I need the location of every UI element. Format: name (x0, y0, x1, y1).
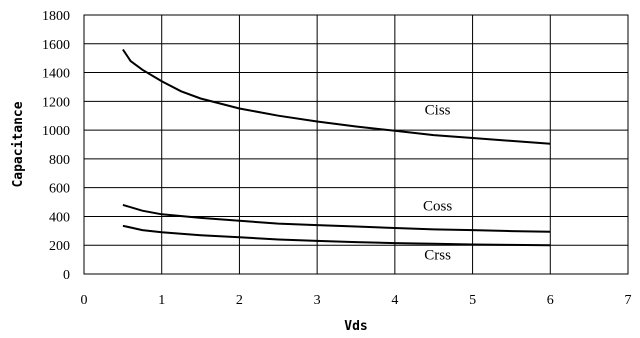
y-tick-label: 1800 (42, 9, 70, 24)
y-tick-label: 1400 (42, 67, 70, 82)
y-tick-label: 400 (49, 210, 70, 225)
x-axis-title: Vds (344, 319, 367, 334)
series-label-crss: Crss (424, 248, 451, 264)
series-lines (122, 48, 551, 247)
series-line-coss (122, 203, 551, 233)
plot-frame (83, 14, 629, 275)
y-tick-label: 1200 (42, 95, 70, 110)
y-tick-label: 800 (49, 153, 70, 168)
y-tick-label: 200 (49, 239, 70, 254)
series-label-coss: Coss (423, 199, 452, 215)
y-axis-title: Capacitance (11, 101, 26, 187)
x-tick-label: 2 (236, 293, 243, 308)
x-tick-label: 1 (158, 293, 165, 308)
series-line-ciss (122, 48, 551, 145)
x-tick-label: 4 (391, 293, 398, 308)
series-line-crss (122, 224, 551, 247)
x-tick-label: 5 (469, 293, 476, 308)
x-tick-label: 7 (625, 293, 632, 308)
x-tick-label: 0 (81, 293, 88, 308)
y-tick-label: 1000 (42, 124, 70, 139)
y-tick-label: 1600 (42, 38, 70, 53)
tick-labels: 0 200 400 600 800 1000 1200 1400 1600 1800 0 1 2 3 4 5 6… (42, 9, 632, 308)
x-tick-label: 3 (314, 293, 321, 308)
y-tick-label: 0 (63, 268, 70, 283)
series-label-ciss: Ciss (425, 102, 451, 118)
y-tick-label: 600 (49, 182, 70, 197)
x-tick-label: 6 (547, 293, 554, 308)
